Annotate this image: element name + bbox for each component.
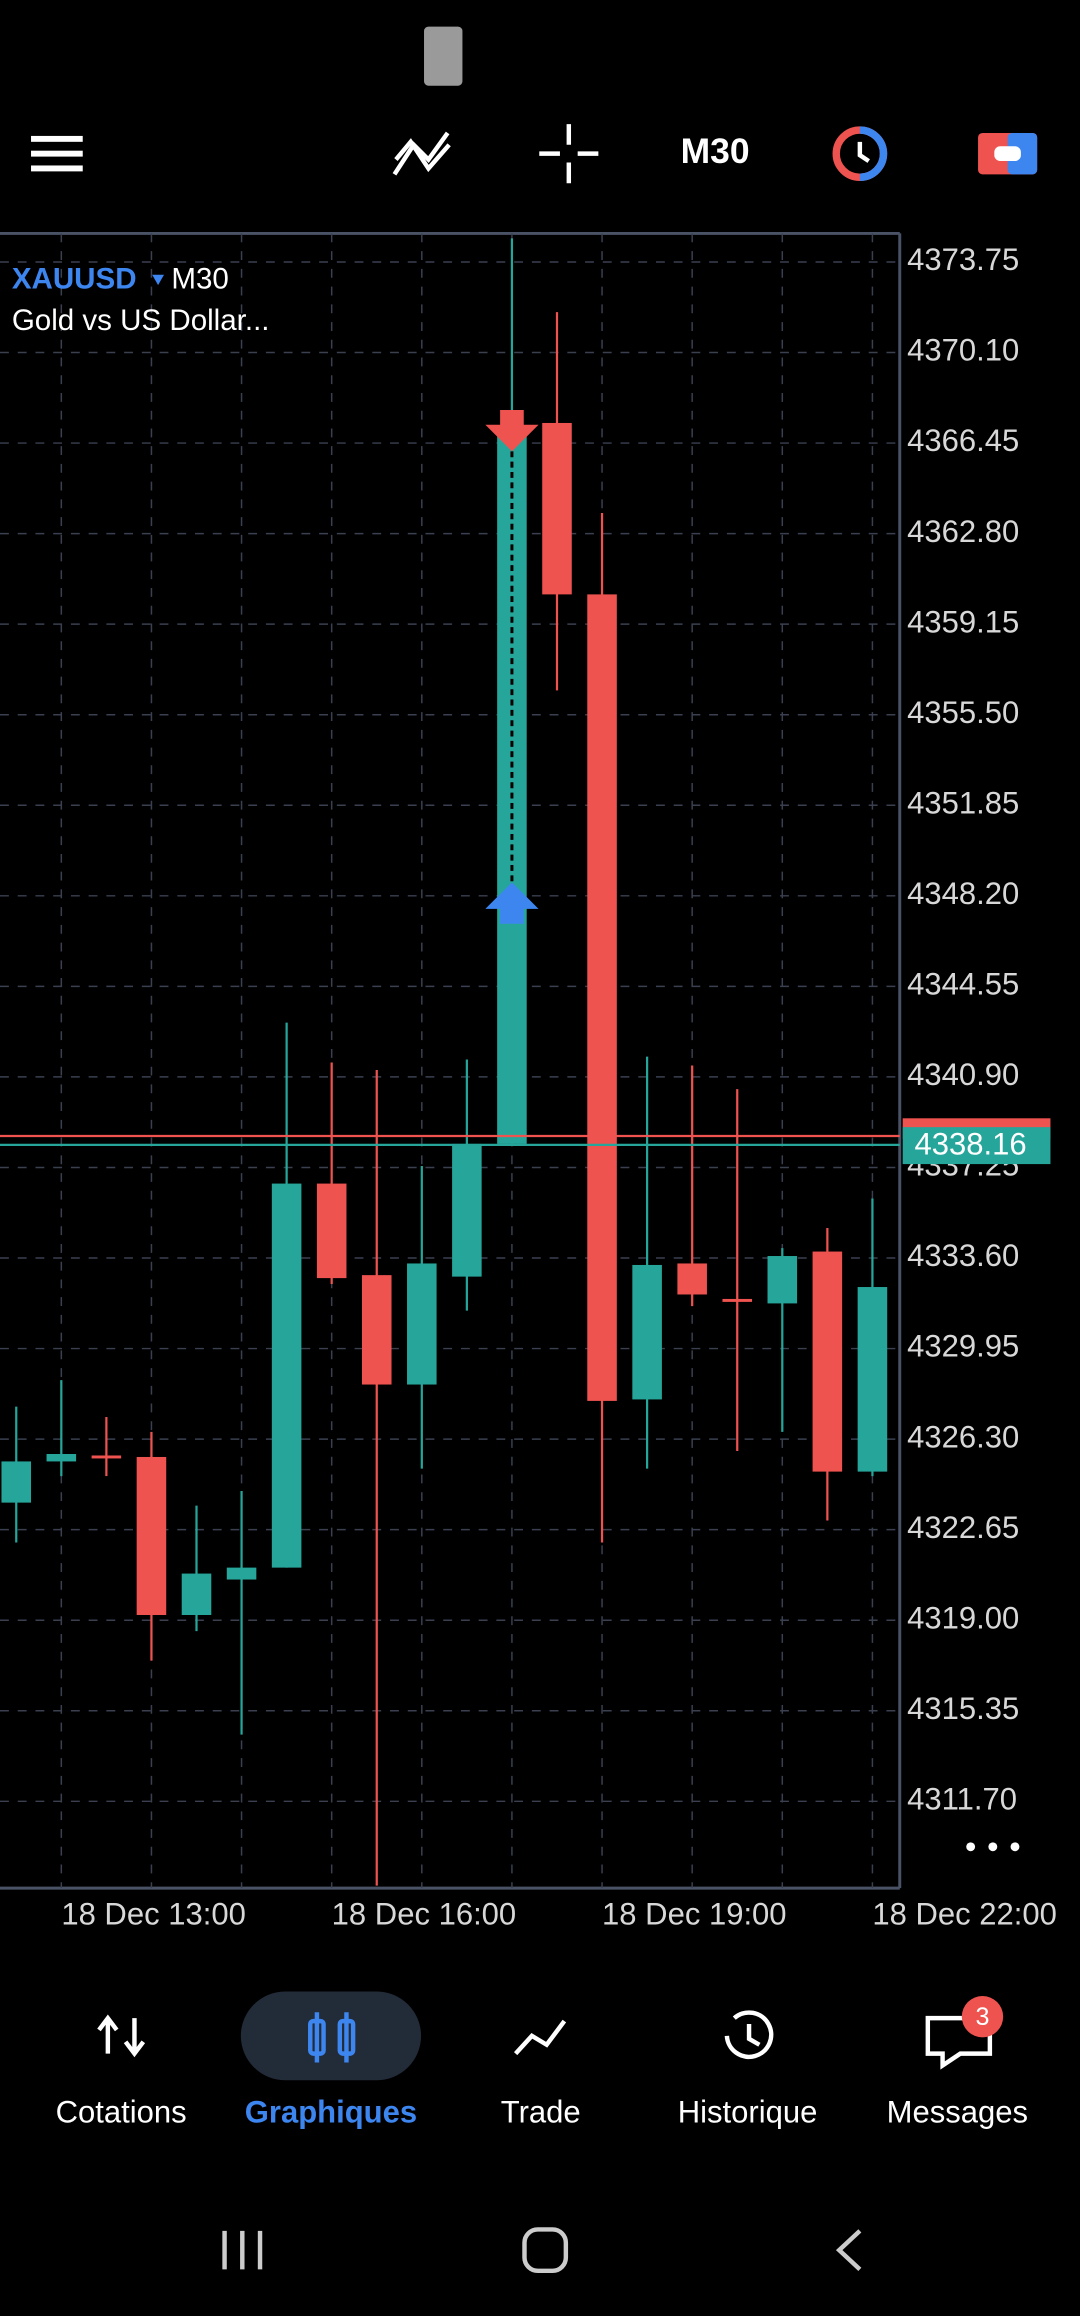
candle-body [361,1275,392,1385]
badge [961,1995,1004,2038]
menu-line [31,165,83,172]
x-tick-label: 18 Dec 16:00 [332,1896,517,1931]
y-tick-label: 4329.95 [907,1329,1019,1364]
dot [966,1842,976,1852]
candle-body [587,594,617,1401]
nav-label[interactable]: Graphiques [245,2094,417,2129]
candle-body [542,422,572,595]
candle-body [181,1573,212,1616]
badge-count: 3 [976,2003,990,2031]
candle-body [767,1256,798,1304]
y-tick-label: 4340.90 [907,1057,1019,1092]
trade-marker [485,409,539,452]
history-hand [746,2024,761,2047]
candle-wicks [314,2012,349,2063]
menu-line [31,150,83,157]
indicators-button[interactable] [392,131,451,176]
nav-label[interactable]: Messages [887,2094,1028,2129]
timeframe-button[interactable]: M30 [681,131,750,171]
candle-body [632,1264,662,1400]
candle-body [452,1143,482,1277]
account-button[interactable] [978,132,1038,175]
y-tick-label: 4322.65 [907,1510,1019,1545]
candle-body [316,1183,347,1279]
candle-body [677,1263,707,1295]
y-tick-label: 4333.60 [907,1238,1019,1273]
candle-body [226,1567,257,1580]
y-tick-label: 4362.80 [907,514,1019,549]
y-tick-label: 4344.55 [907,967,1019,1002]
y-tick-label: 4351.85 [907,785,1019,820]
chart-timeframe: M30 [171,263,228,296]
clock-half [859,126,888,181]
nav-label[interactable]: Historique [678,2094,818,2129]
symbol-description: Gold vs US Dollar... [12,304,270,337]
dot [988,1842,998,1852]
candle-body [812,1251,843,1472]
charts-icon[interactable] [308,2012,356,2063]
y-tick-label: 4348.20 [907,876,1019,911]
y-tick-label: 4359.15 [907,604,1019,639]
y-tick-label: 4326.30 [907,1419,1019,1454]
y-tick-label: 4373.75 [907,242,1019,277]
candle-body [857,1287,888,1472]
account-center [994,146,1021,162]
menu-button[interactable] [31,135,83,172]
candle-body [46,1453,77,1462]
y-tick-label: 4355.50 [907,695,1019,730]
candle-body [1,1461,32,1503]
y-tick-label: 4366.45 [907,423,1019,458]
active-tab-pill [240,1991,422,2081]
candle-body [136,1456,167,1616]
y-tick-label: 4311.70 [907,1781,1017,1816]
back-button[interactable] [835,2229,862,2271]
crosshair-button[interactable] [539,124,599,184]
dot [1010,1842,1020,1852]
symbol[interactable]: XAUUSD [12,263,137,296]
nav-label[interactable]: Trade [501,2094,581,2129]
nav-label[interactable]: Cotations [56,2094,187,2129]
symbol-dropdown[interactable] [152,274,164,286]
home-button[interactable] [522,2227,569,2274]
x-tick-label: 18 Dec 13:00 [61,1896,246,1931]
last-price-label: 4338.16 [915,1127,1027,1162]
more-button[interactable] [966,1842,1020,1852]
status-icon [424,26,463,86]
y-tick-label: 4319.00 [907,1600,1019,1635]
chart: 4373.75 4370.10 4366.45 4362.80 4359.15 4355.… [0,231,1057,1931]
candle-body [91,1455,122,1459]
last-price-box [902,1127,1051,1165]
trading-button[interactable] [832,126,888,181]
clock-hand [857,141,870,163]
menu-line [31,135,83,142]
candle-body [722,1298,753,1302]
quotes-icon[interactable] [97,2014,146,2058]
trade-marker [485,882,539,924]
history-ring [724,2010,774,2060]
trade-icon[interactable] [513,2019,567,2056]
history-icon[interactable] [724,2010,774,2060]
y-tick-label: 4315.35 [907,1691,1019,1726]
account-right [1007,132,1038,175]
y-tick-label: 4370.10 [907,333,1019,368]
recents-button[interactable] [222,2230,263,2270]
x-tick-label: 18 Dec 19:00 [602,1896,787,1931]
x-tick-label: 18 Dec 22:00 [872,1896,1057,1931]
candle-body [271,1183,302,1568]
candle-body [407,1263,437,1385]
